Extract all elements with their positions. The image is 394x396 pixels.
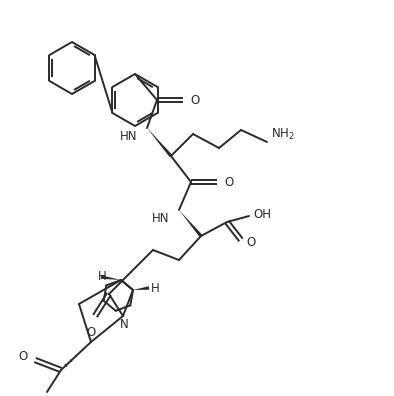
Text: O: O <box>224 175 233 188</box>
Text: HN: HN <box>152 211 169 225</box>
Text: NH$_2$: NH$_2$ <box>271 126 295 141</box>
Text: O: O <box>246 236 255 249</box>
Text: OH: OH <box>253 208 271 221</box>
Text: O: O <box>86 326 96 339</box>
Text: O: O <box>19 350 28 364</box>
Polygon shape <box>147 128 172 157</box>
Text: H: H <box>151 282 160 295</box>
Text: H: H <box>98 270 107 282</box>
Polygon shape <box>101 275 121 280</box>
Polygon shape <box>133 286 149 290</box>
Text: N: N <box>120 318 128 331</box>
Polygon shape <box>179 210 203 237</box>
Text: O: O <box>190 93 199 107</box>
Text: HN: HN <box>119 129 137 143</box>
